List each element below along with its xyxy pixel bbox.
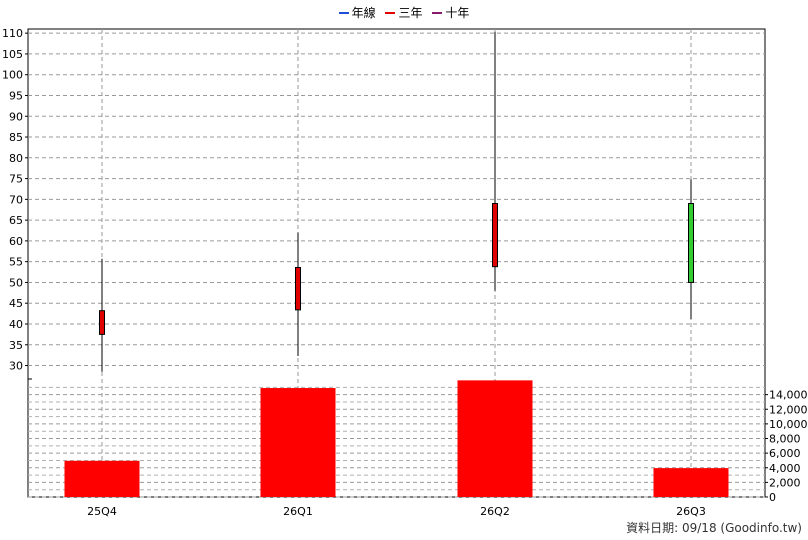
legend-swatch-three-year	[385, 11, 396, 14]
legend-item-three-year: 三年	[385, 4, 423, 21]
price-tick-label: 80	[9, 152, 23, 165]
price-tick-label: 110	[2, 27, 23, 40]
legend-swatch-ten-year	[432, 11, 443, 14]
volume-tick-label: 8,000	[769, 433, 801, 446]
price-tick-label: 105	[2, 48, 23, 61]
price-tick-label: 70	[9, 193, 23, 206]
volume-bar	[457, 380, 533, 497]
volume-tick-label: 2,000	[769, 476, 801, 489]
candle-body	[295, 266, 301, 311]
volume-bar	[653, 468, 729, 497]
volume-tick-label: 6,000	[769, 447, 801, 460]
legend-label-ten-year: 十年	[445, 6, 470, 20]
legend-item-annual: 年線	[338, 4, 376, 21]
legend-label-annual: 年線	[351, 6, 376, 20]
price-tick-label: 55	[9, 256, 23, 269]
candle-body	[99, 310, 105, 335]
legend-item-ten-year: 十年	[432, 4, 469, 21]
candle-body	[688, 203, 694, 283]
price-tick-label: 60	[9, 235, 23, 248]
volume-tick-label: 12,000	[769, 403, 808, 416]
volume-tick-label: 10,000	[769, 418, 808, 431]
price-tick-label: 75	[9, 173, 23, 186]
data-date-footer: 資料日期: 09/18 (Goodinfo.tw)	[626, 521, 802, 535]
legend: 年線 三年 十年	[0, 4, 808, 21]
category-label: 26Q2	[480, 505, 510, 518]
legend-label-three-year: 三年	[398, 6, 423, 20]
price-tick-label: 30	[9, 360, 23, 373]
price-tick-label: 85	[9, 131, 23, 144]
volume-bar	[64, 460, 140, 497]
price-tick-label: 50	[9, 276, 23, 289]
volume-tick-label: 4,000	[769, 462, 801, 475]
volume-tick-label: 0	[769, 491, 776, 504]
plot-frame	[27, 28, 766, 498]
price-tick-label: 45	[9, 297, 23, 310]
price-tick-label: 65	[9, 214, 23, 227]
candle-body	[492, 203, 498, 268]
volume-bar	[260, 388, 336, 497]
category-label: 25Q4	[87, 505, 117, 518]
legend-swatch-annual	[338, 11, 349, 14]
category-label: 26Q1	[283, 505, 313, 518]
category-label: 26Q3	[676, 505, 706, 518]
price-tick-label: 95	[9, 89, 23, 102]
price-tick-label: 35	[9, 339, 23, 352]
volume-tick-label: 14,000	[769, 389, 808, 402]
price-tick-label: 100	[2, 69, 23, 82]
price-tick-label: 90	[9, 110, 23, 123]
price-tick-label: 40	[9, 318, 23, 331]
